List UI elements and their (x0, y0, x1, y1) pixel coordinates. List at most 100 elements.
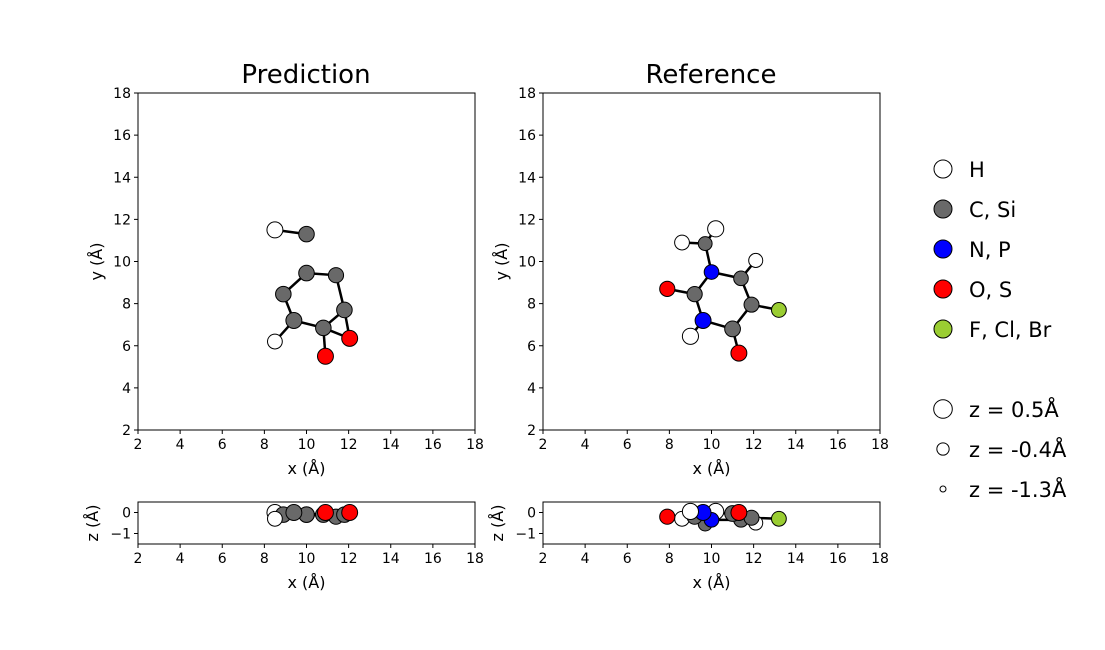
x-tick-label: 4 (176, 437, 185, 453)
y-tick-label: 6 (122, 339, 131, 355)
x-tick-label: 18 (871, 551, 889, 567)
atom-point-O (316, 504, 334, 521)
legend-size-marker (933, 399, 953, 419)
x-tick-label: 6 (623, 551, 632, 567)
x-tick-label: 6 (218, 437, 227, 453)
legend-size-label: z = -0.4Å (969, 436, 1067, 462)
xy-plot-frame (137, 92, 476, 431)
atom-point-O (659, 508, 676, 525)
y-tick-label: 6 (527, 339, 536, 355)
z-axis-label: z (Å) (83, 505, 102, 542)
atom-point-F (771, 510, 787, 527)
x-tick-label: 6 (218, 551, 227, 567)
x-tick-label: 4 (581, 437, 590, 453)
atom-point-C (298, 264, 315, 282)
atom-point-C (686, 286, 703, 303)
y-tick-label: 16 (518, 128, 536, 144)
y-tick-label: 8 (527, 297, 536, 313)
legend-label: O, S (969, 278, 1012, 302)
atom-point-C (743, 296, 760, 313)
y-tick-label: 14 (113, 170, 131, 186)
x-tick-label: 2 (539, 551, 548, 567)
y-axis-label: y (Å) (87, 243, 106, 281)
x-tick-label: 12 (340, 551, 358, 567)
x-tick-label: 4 (581, 551, 590, 567)
x-tick-label: 6 (623, 437, 632, 453)
x-tick-label: 8 (665, 437, 674, 453)
legend-marker-F (933, 319, 953, 339)
z-tick-label: −1 (110, 527, 131, 543)
x-tick-label: 18 (871, 437, 889, 453)
x-tick-label: 12 (340, 437, 358, 453)
x-tick-label: 16 (424, 437, 442, 453)
atom-point-O (730, 504, 748, 521)
x-tick-label: 2 (134, 551, 143, 567)
x-tick-label: 16 (829, 551, 847, 567)
z-tick-label: −1 (515, 527, 536, 543)
atom-point-N (703, 264, 720, 280)
atom-point-C (733, 270, 749, 287)
y-tick-label: 2 (122, 423, 131, 439)
x-tick-label: 2 (134, 437, 143, 453)
x-tick-label: 16 (829, 437, 847, 453)
y-tick-label: 8 (122, 297, 131, 313)
legend-label: N, P (969, 238, 1011, 262)
atom-point-O (730, 344, 748, 362)
x-axis-label: x (Å) (693, 573, 731, 592)
legend-marker-N (933, 239, 953, 259)
atom-point-H (681, 502, 700, 521)
z-tick-label: 0 (527, 506, 536, 522)
x-tick-label: 12 (745, 551, 763, 567)
x-tick-label: 4 (176, 551, 185, 567)
atom-point-H (748, 252, 764, 268)
y-tick-label: 18 (113, 86, 131, 102)
y-tick-label: 4 (527, 381, 536, 397)
atom-point-H (267, 333, 283, 350)
z-axis-label: z (Å) (488, 505, 507, 542)
atom-point-C (697, 236, 713, 252)
legend-marker-O (933, 279, 953, 299)
panel-title: Reference (646, 60, 777, 90)
y-tick-label: 16 (113, 128, 131, 144)
x-tick-label: 8 (260, 551, 269, 567)
legend-size-label: z = 0.5Å (969, 396, 1059, 422)
x-tick-label: 8 (260, 437, 269, 453)
x-axis-label: x (Å) (288, 573, 326, 592)
atom-point-H (267, 510, 283, 527)
y-tick-label: 2 (527, 423, 536, 439)
x-tick-label: 10 (703, 437, 721, 453)
atom-point-O (341, 329, 359, 347)
atom-point-C (336, 301, 353, 319)
atom-point-C (285, 312, 303, 329)
atom-point-N (694, 312, 712, 329)
x-tick-label: 10 (298, 551, 316, 567)
y-tick-label: 4 (122, 381, 131, 397)
atom-point-H (674, 234, 690, 251)
y-tick-label: 12 (113, 212, 131, 228)
legend-marker-C (933, 199, 953, 219)
atom-point-H (266, 221, 284, 239)
x-axis-label: x (Å) (693, 459, 731, 478)
atom-point-C (327, 267, 345, 284)
legend-label: F, Cl, Br (969, 318, 1052, 342)
y-axis-label: y (Å) (492, 243, 511, 281)
y-tick-label: 10 (113, 255, 131, 271)
atom-point-C (285, 504, 303, 521)
legend-size-label: z = -1.3Å (969, 476, 1067, 502)
atom-point-O (316, 347, 334, 365)
y-tick-label: 18 (518, 86, 536, 102)
legend-marker-H (933, 159, 953, 179)
x-axis-label: x (Å) (288, 459, 326, 478)
legend-size-marker (936, 442, 950, 456)
x-tick-label: 18 (466, 437, 484, 453)
legend-size-marker (939, 485, 947, 493)
xy-plot-frame (542, 92, 881, 431)
x-tick-label: 14 (382, 437, 400, 453)
z-tick-label: 0 (122, 506, 131, 522)
atom-point-C (315, 319, 332, 337)
atom-point-C (298, 225, 315, 243)
atom-point-H (681, 327, 700, 345)
x-tick-label: 8 (665, 551, 674, 567)
atom-point-C (275, 285, 292, 303)
